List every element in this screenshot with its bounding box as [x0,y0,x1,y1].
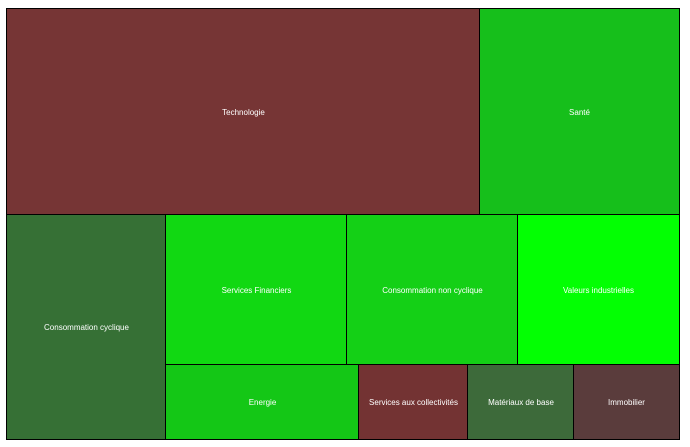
tile-label-consommation-cyclique: Consommation cyclique [44,322,129,332]
tile-services-financiers[interactable]: Services Financiers [165,214,348,366]
tile-consommation-non-cyclique[interactable]: Consommation non cyclique [346,214,519,366]
tile-energie[interactable]: Energie [165,364,360,440]
tile-label-sante: Santé [569,107,590,117]
tile-label-materiaux-de-base: Matériaux de base [488,397,554,407]
tile-label-technologie: Technologie [222,107,265,117]
tile-technologie[interactable]: Technologie [6,8,481,216]
tile-services-aux-collectivites[interactable]: Services aux collectivités [358,364,469,440]
tile-materiaux-de-base[interactable]: Matériaux de base [467,364,575,440]
tile-valeurs-industrielles[interactable]: Valeurs industrielles [517,214,680,366]
tile-label-services-financiers: Services Financiers [221,285,292,295]
tile-label-valeurs-industrielles: Valeurs industrielles [563,285,634,295]
tile-label-services-aux-collectivites: Services aux collectivités [369,397,458,407]
tile-immobilier[interactable]: Immobilier [573,364,680,440]
sector-treemap: Technologie Santé Consommation cyclique … [6,8,680,440]
tile-sante[interactable]: Santé [479,8,680,216]
tile-label-consommation-non-cyclique: Consommation non cyclique [382,285,483,295]
tile-label-immobilier: Immobilier [608,397,645,407]
tile-consommation-cyclique[interactable]: Consommation cyclique [6,214,167,440]
tile-label-energie: Energie [248,397,277,407]
